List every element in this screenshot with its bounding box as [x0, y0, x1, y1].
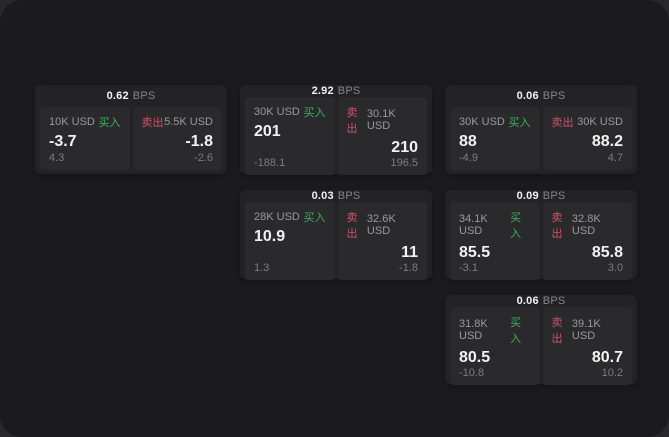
buy-price: 85.5	[459, 244, 491, 261]
buy-amount: 10K USD	[49, 116, 95, 128]
sell-amount: 32.8K USD	[571, 213, 601, 237]
sell-amount: 30.1K USD	[366, 108, 396, 132]
buy-side-label: 买入	[303, 212, 326, 224]
buy-sub-value: -10.8	[459, 367, 485, 379]
buy-amount: 34.1K USD	[459, 213, 488, 237]
sell-price: 11	[401, 244, 418, 261]
bps-value: 0.06	[516, 90, 539, 102]
bps-value: 0.09	[516, 190, 539, 202]
sell-side-label: 卖出	[346, 212, 358, 240]
quote-panels: 10K USD 买入 -3.7 4.3 卖出 5.5K USD -1.8 -2.…	[40, 107, 222, 170]
quote-card: 0.06 BPS 30K USD 买入 88 -4.9 卖出 30K USD	[445, 85, 637, 174]
buy-side-label: 买入	[508, 117, 531, 129]
quote-card: 0.06 BPS 31.8K USD 买入 80.5 -10.8 卖出 39.1…	[445, 295, 637, 385]
sell-side-label: 卖出	[551, 317, 563, 345]
sell-sub-value: 3.0	[607, 262, 623, 274]
buy-amount: 28K USD	[254, 211, 300, 223]
sell-sub-value: -1.8	[399, 262, 418, 274]
sell-quote-tile[interactable]: 卖出 30.1K USD 210 196.5	[337, 97, 427, 175]
sell-side-label: 卖出	[141, 117, 164, 129]
sell-side-label: 卖出	[551, 212, 563, 240]
bps-value: 0.03	[311, 190, 334, 202]
sell-price: -1.8	[185, 133, 213, 150]
sell-sub-value: 196.5	[390, 157, 418, 169]
buy-amount: 30K USD	[254, 106, 300, 118]
buy-amount: 31.8K USD	[459, 318, 488, 342]
buy-sub-value: -188.1	[254, 157, 286, 169]
quote-panels: 34.1K USD 买入 85.5 -3.1 卖出 32.8K USD 85.8…	[450, 202, 632, 280]
buy-price: 80.5	[459, 349, 491, 366]
sell-amount: 5.5K USD	[164, 116, 213, 128]
buy-side-label: 买入	[303, 107, 326, 119]
bps-header: 0.06 BPS	[450, 85, 632, 107]
quote-panels: 28K USD 买入 10.9 1.3 卖出 32.6K USD 11 -1.8	[245, 202, 427, 280]
buy-side-label: 买入	[510, 317, 522, 345]
sell-amount: 32.6K USD	[366, 213, 396, 237]
bps-header: 2.92 BPS	[245, 85, 427, 97]
bps-value: 2.92	[311, 85, 334, 97]
buy-price: 201	[254, 123, 281, 140]
bps-unit: BPS	[337, 85, 361, 97]
quote-card: 2.92 BPS 30K USD 买入 201 -188.1 卖出 30.1K …	[240, 85, 432, 175]
bps-header: 0.03 BPS	[245, 190, 427, 202]
bps-unit: BPS	[542, 295, 566, 307]
bps-header: 0.09 BPS	[450, 190, 632, 202]
quote-card: 0.03 BPS 28K USD 买入 10.9 1.3 卖出 32.6K US…	[240, 190, 432, 280]
buy-quote-tile[interactable]: 28K USD 买入 10.9 1.3	[245, 202, 335, 280]
sell-price: 210	[391, 139, 418, 156]
sell-price: 80.7	[591, 349, 623, 366]
bps-unit: BPS	[132, 90, 156, 102]
sell-sub-value: 10.2	[601, 367, 623, 379]
quote-card: 0.62 BPS 10K USD 买入 -3.7 4.3 卖出 5.5K USD	[35, 85, 227, 174]
bps-value: 0.06	[516, 295, 539, 307]
sell-quote-tile[interactable]: 卖出 39.1K USD 80.7 10.2	[542, 307, 632, 385]
buy-quote-tile[interactable]: 31.8K USD 买入 80.5 -10.8	[450, 307, 540, 385]
sell-side-label: 卖出	[551, 117, 574, 129]
buy-sub-value: 4.3	[49, 152, 65, 164]
sell-price: 88.2	[591, 133, 623, 150]
bps-unit: BPS	[542, 190, 566, 202]
sell-quote-tile[interactable]: 卖出 32.6K USD 11 -1.8	[337, 202, 427, 280]
quote-panels: 30K USD 买入 88 -4.9 卖出 30K USD 88.2 4.7	[450, 107, 632, 170]
sell-price: 85.8	[591, 244, 623, 261]
bps-unit: BPS	[337, 190, 361, 202]
buy-amount: 30K USD	[459, 116, 505, 128]
buy-side-label: 买入	[98, 117, 121, 129]
sell-side-label: 卖出	[346, 107, 358, 135]
quote-panels: 31.8K USD 买入 80.5 -10.8 卖出 39.1K USD 80.…	[450, 307, 632, 385]
sell-quote-tile[interactable]: 卖出 32.8K USD 85.8 3.0	[542, 202, 632, 280]
bps-header: 0.06 BPS	[450, 295, 632, 307]
sell-sub-value: 4.7	[607, 152, 623, 164]
buy-side-label: 买入	[510, 212, 522, 240]
buy-price: 10.9	[254, 228, 286, 245]
buy-price: 88	[459, 133, 477, 150]
buy-sub-value: 1.3	[254, 262, 270, 274]
quote-card: 0.09 BPS 34.1K USD 买入 85.5 -3.1 卖出 32.8K…	[445, 190, 637, 280]
buy-quote-tile[interactable]: 34.1K USD 买入 85.5 -3.1	[450, 202, 540, 280]
sell-sub-value: -2.6	[194, 152, 213, 164]
buy-quote-tile[interactable]: 10K USD 买入 -3.7 4.3	[40, 107, 130, 170]
buy-sub-value: -3.1	[459, 262, 478, 274]
sell-quote-tile[interactable]: 卖出 5.5K USD -1.8 -2.6	[132, 107, 222, 170]
sell-quote-tile[interactable]: 卖出 30K USD 88.2 4.7	[542, 107, 632, 170]
quotes-grid: 0.62 BPS 10K USD 买入 -3.7 4.3 卖出 5.5K USD	[35, 85, 637, 385]
quote-panels: 30K USD 买入 201 -188.1 卖出 30.1K USD 210 1…	[245, 97, 427, 175]
sell-amount: 30K USD	[577, 116, 623, 128]
buy-sub-value: -4.9	[459, 152, 478, 164]
buy-quote-tile[interactable]: 30K USD 买入 201 -188.1	[245, 97, 335, 175]
buy-quote-tile[interactable]: 30K USD 买入 88 -4.9	[450, 107, 540, 170]
bps-unit: BPS	[542, 90, 566, 102]
buy-price: -3.7	[49, 133, 77, 150]
bps-header: 0.62 BPS	[40, 85, 222, 107]
sell-amount: 39.1K USD	[571, 318, 601, 342]
bps-value: 0.62	[106, 90, 129, 102]
